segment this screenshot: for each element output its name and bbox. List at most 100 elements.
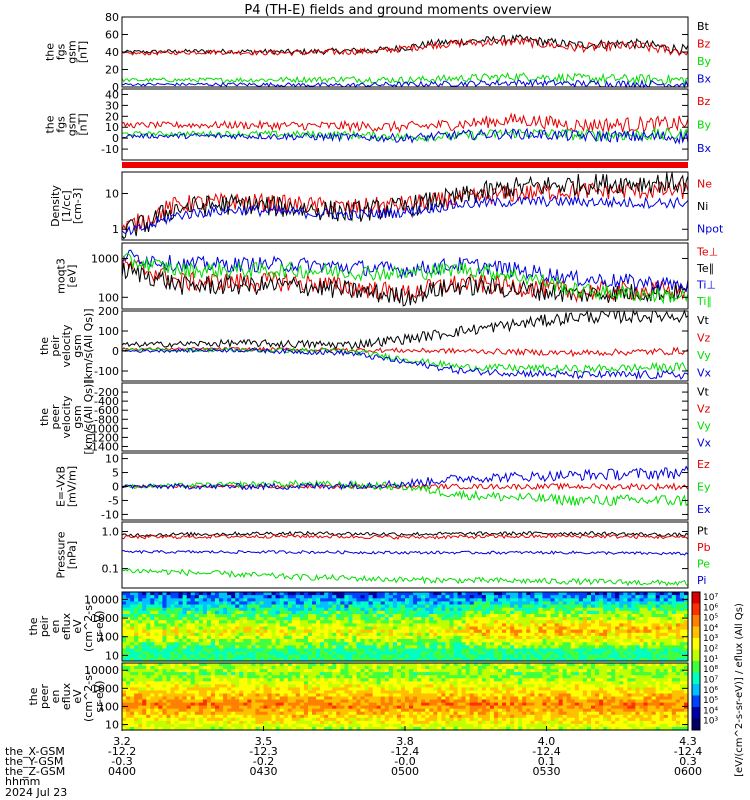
heatmap-cell xyxy=(655,604,661,609)
heatmap-cell xyxy=(425,620,430,624)
heatmap-cell xyxy=(510,629,515,634)
heatmap-cell xyxy=(271,684,277,688)
heatmap-cell xyxy=(429,629,434,634)
heatmap-cell xyxy=(586,620,592,624)
heatmap-cell xyxy=(599,592,604,596)
heatmap-cell xyxy=(684,604,689,609)
heatmap-cell xyxy=(595,632,600,637)
heatmap-cell xyxy=(643,595,649,599)
heatmap-cell xyxy=(255,598,260,602)
heatmap-cell xyxy=(283,708,289,713)
heatmap-cell xyxy=(198,693,204,698)
heatmap-cell xyxy=(279,663,285,667)
heatmap-cell xyxy=(198,654,204,659)
heatmap-cell xyxy=(380,598,386,602)
heatmap-cell xyxy=(425,604,430,609)
heatmap-cell xyxy=(271,648,277,653)
series-p4-Ti⊥ xyxy=(121,249,689,293)
heatmap-cell xyxy=(190,614,196,618)
heatmap-cell xyxy=(635,614,640,618)
heatmap-cell xyxy=(684,657,689,662)
ylabel-line: the xyxy=(27,617,40,635)
heatmap-cell xyxy=(340,595,345,599)
heatmap-cell xyxy=(437,607,442,612)
heatmap-cell xyxy=(154,610,159,615)
heatmap-cell xyxy=(433,604,438,609)
heatmap-cell xyxy=(449,623,455,628)
heatmap-cell xyxy=(166,629,172,634)
heatmap-cell xyxy=(489,623,495,628)
heatmap-cell xyxy=(340,617,345,621)
heatmap-cell xyxy=(320,654,325,659)
heatmap-cell xyxy=(271,720,277,725)
heatmap-cell xyxy=(591,601,596,606)
heatmap-cell xyxy=(303,699,309,704)
heatmap-cell xyxy=(154,604,159,609)
heatmap-cell xyxy=(227,629,232,634)
heatmap-cell xyxy=(449,648,455,653)
heatmap-cell xyxy=(194,645,200,649)
heatmap-cell xyxy=(134,693,139,698)
heatmap-cell xyxy=(227,626,232,631)
series-p2-By xyxy=(122,127,689,143)
heatmap-cell xyxy=(392,610,398,615)
heatmap-cell xyxy=(146,623,151,628)
heatmap-cell xyxy=(639,617,645,621)
heatmap-cell xyxy=(352,614,357,618)
heatmap-cell xyxy=(130,696,135,701)
heatmap-cell xyxy=(489,626,495,631)
heatmap-cell xyxy=(409,690,414,694)
heatmap-cell xyxy=(186,669,192,673)
heatmap-cell xyxy=(595,592,600,596)
heatmap-cell xyxy=(166,595,172,599)
heatmap-cell xyxy=(360,708,366,713)
heatmap-cell xyxy=(279,645,285,649)
heatmap-cell xyxy=(542,651,548,656)
heatmap-cell xyxy=(158,623,163,628)
heatmap-cell xyxy=(316,711,321,716)
heatmap-cell xyxy=(599,595,604,599)
heatmap-cell xyxy=(219,626,224,631)
heatmap-cell xyxy=(417,663,422,667)
heatmap-cell xyxy=(417,654,422,659)
heatmap-cell xyxy=(663,607,669,612)
heatmap-cell xyxy=(546,607,552,612)
heatmap-cell xyxy=(372,639,378,643)
heatmap-cell xyxy=(405,642,410,646)
heatmap-cell xyxy=(413,654,418,659)
heatmap-cell xyxy=(227,705,232,710)
heatmap-cell xyxy=(231,610,236,615)
heatmap-cell xyxy=(437,617,442,621)
heatmap-cell xyxy=(582,657,588,662)
heatmap-cell xyxy=(308,717,313,722)
heatmap-cell xyxy=(368,723,374,728)
heatmap-cell xyxy=(344,663,349,667)
heatmap-cell xyxy=(263,723,269,728)
heatmap-cell xyxy=(308,690,313,694)
heatmap-cell xyxy=(591,614,596,618)
heatmap-cell xyxy=(582,595,588,599)
heatmap-cell xyxy=(328,610,333,615)
heatmap-cell xyxy=(162,684,167,688)
heatmap-cell xyxy=(340,666,345,670)
heatmap-cell xyxy=(239,666,244,670)
heatmap-cell xyxy=(578,642,584,646)
heatmap-cell xyxy=(603,610,608,615)
heatmap-cell xyxy=(162,632,167,637)
heatmap-cell xyxy=(481,607,487,612)
heatmap-cell xyxy=(542,598,548,602)
heatmap-cell xyxy=(251,727,256,731)
heatmap-cell xyxy=(182,690,188,694)
heatmap-cell xyxy=(142,672,147,676)
heatmap-cell xyxy=(514,657,519,662)
heatmap-cell xyxy=(150,678,155,682)
heatmap-cell xyxy=(558,604,564,609)
heatmap-cell xyxy=(619,595,624,599)
heatmap-cell xyxy=(158,717,163,722)
heatmap-cell xyxy=(388,708,394,713)
heatmap-cell xyxy=(263,595,269,599)
heatmap-cell xyxy=(198,720,204,725)
heatmap-cell xyxy=(457,645,463,649)
heatmap-cell xyxy=(194,592,200,596)
heatmap-cell xyxy=(481,639,487,643)
